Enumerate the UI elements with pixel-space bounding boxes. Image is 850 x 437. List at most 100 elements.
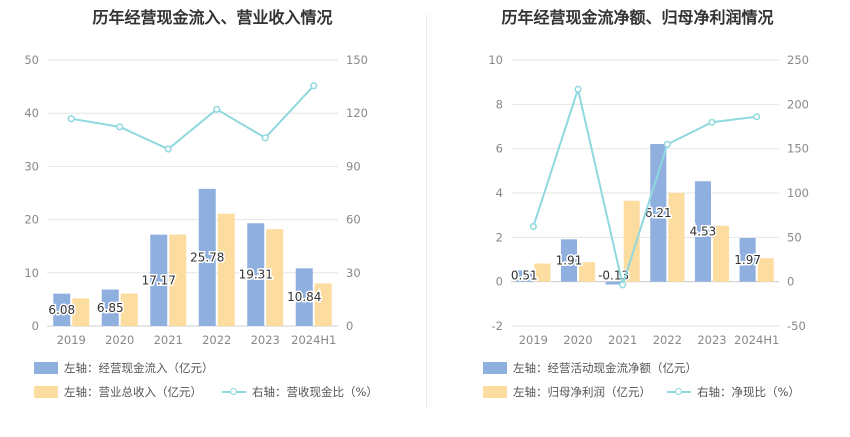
x-axis-tick-label: 2022 [202,333,231,347]
bar-data-label: 4.53 [690,224,717,238]
legend-line-icon [222,386,246,398]
bar-data-label: 25.78 [190,250,224,264]
x-axis-tick-label: 2021 [154,333,183,347]
bar-primary [198,188,216,326]
bar-secondary [169,234,187,326]
legend-swatch-orange [483,386,507,398]
right-axis-tick-label: 200 [787,97,809,111]
left-axis-tick-label: 50 [24,53,39,67]
bar-primary [150,234,168,326]
bar-data-label: 1.97 [734,253,761,267]
bar-data-label: 1.91 [556,253,583,267]
legend-swatch-blue [483,362,507,374]
chart-title: 历年经营现金流入、营业收入情况 [92,8,333,27]
left-chart-plot: 0 10 20 30 40 50 0 30 60 90 120 150 2019 2020 2021 2022… [24,53,368,347]
legend-swatch-blue [34,362,58,374]
right-chart-plot: -2 0 2 4 6 8 10 -50 0 50 100 150 200 250 2019 2020 2021 2… [488,53,809,347]
bar-secondary [266,229,284,326]
bar-primary [53,293,71,326]
ratio-point [574,85,582,93]
left-axis-tick-label: 0 [496,275,503,289]
bar-primary [101,289,119,326]
legend-label: 左轴：经营活动现金流净额（亿元） [513,361,697,375]
ratio-point [67,115,75,123]
x-axis-tick-label: 2021 [608,333,637,347]
x-axis-tick-label: 2019 [57,333,86,347]
legend-item-cash-inflow: 左轴：经营现金流入（亿元） [34,360,214,376]
right-axis-tick-label: 150 [787,142,809,156]
left-axis-tick-label: 30 [24,159,39,173]
legend-label: 右轴：净现比（%） [697,385,800,399]
bar-data-label: 19.31 [239,268,273,282]
right-chart-panel: 历年经营现金流净额、归母净利润情况 -2 0 2 4 6 8 10 -50 0 50 100 150 2… [425,0,850,437]
left-axis-tick-label: 6 [496,142,503,156]
left-axis-tick-label: 0 [32,319,39,333]
left-axis-tick-label: 4 [496,186,503,200]
ratio-line [71,85,315,151]
bar-secondary [757,258,774,282]
legend-item-revenue: 左轴：营业总收入（亿元） [34,384,202,400]
ratio-point [753,113,761,121]
x-axis-tick-label: 2020 [563,333,592,347]
ratio-point [529,222,537,231]
bar-secondary [623,200,640,282]
x-axis-tick-label: 2023 [251,333,280,347]
ratio-point [116,123,124,131]
bar-primary [560,239,577,282]
right-axis-tick-label: 30 [346,266,361,280]
chart-title: 历年经营现金流净额、归母净利润情况 [501,8,774,27]
right-axis-tick-label: -50 [787,319,806,333]
right-axis-tick-label: 90 [346,159,361,173]
bar-data-label: 6.08 [48,303,75,317]
legend-label: 左轴：归母净利润（亿元） [513,385,651,399]
left-axis-tick-label: 10 [488,53,503,67]
bar-secondary [314,283,332,326]
ratio-line [532,85,757,289]
bar-secondary [668,192,685,282]
left-axis-tick-label: 40 [24,106,39,120]
ratio-point [619,281,627,289]
bar-primary [650,144,667,282]
legend-swatch-orange [34,386,58,398]
bar-data-label: 0.51 [511,269,538,283]
ratio-point [663,140,671,148]
bar-secondary [120,293,138,326]
right-axis-tick-label: 60 [346,213,361,227]
bar-data-label: 17.17 [142,273,176,287]
right-axis-tick-label: 150 [346,53,368,67]
legend-item-net-profit: 左轴：归母净利润（亿元） [483,384,651,400]
ratio-point [310,82,318,90]
legend-item-net-cash-ratio: 右轴：净现比（%） [667,384,800,400]
left-axis-tick-label: 20 [24,213,39,227]
legend-label: 右轴：营收现金比（%） [252,385,378,399]
legend-item-net-cash-flow: 左轴：经营活动现金流净额（亿元） [483,360,697,376]
bar-data-label: 6.85 [97,301,124,315]
bar-primary [247,223,265,326]
bar-primary [295,268,313,326]
legend-label: 左轴：经营现金流入（亿元） [64,361,214,375]
bar-data-label: 6.21 [645,206,672,220]
x-axis-tick-label: 2022 [653,333,682,347]
legend-label: 左轴：营业总收入（亿元） [64,385,202,399]
left-axis-tick-label: 8 [496,97,503,111]
right-axis-tick-label: 120 [346,106,368,120]
bar-secondary [579,262,596,282]
bar-secondary [72,298,90,326]
x-axis-tick-label: 2024H1 [734,333,779,347]
bar-primary [516,270,533,282]
ratio-point [213,105,221,113]
bar-primary [605,281,622,285]
left-axis-tick-label: -2 [492,319,503,333]
left-chart-panel: 历年经营现金流入、营业收入情况 0 10 20 30 40 50 0 30 60 90 120 150… [24,8,378,400]
x-axis-tick-label: 2024H1 [291,333,336,347]
ratio-point [261,134,269,142]
right-axis-tick-label: 100 [787,186,809,200]
bar-data-label: 10.84 [287,290,321,304]
x-axis-tick-label: 2019 [519,333,548,347]
x-axis-tick-label: 2023 [697,333,726,347]
x-axis-tick-label: 2020 [105,333,134,347]
right-axis-tick-label: 50 [787,230,802,244]
bar-secondary [713,225,730,282]
left-axis-tick-label: 2 [496,230,503,244]
bar-secondary [534,263,551,282]
